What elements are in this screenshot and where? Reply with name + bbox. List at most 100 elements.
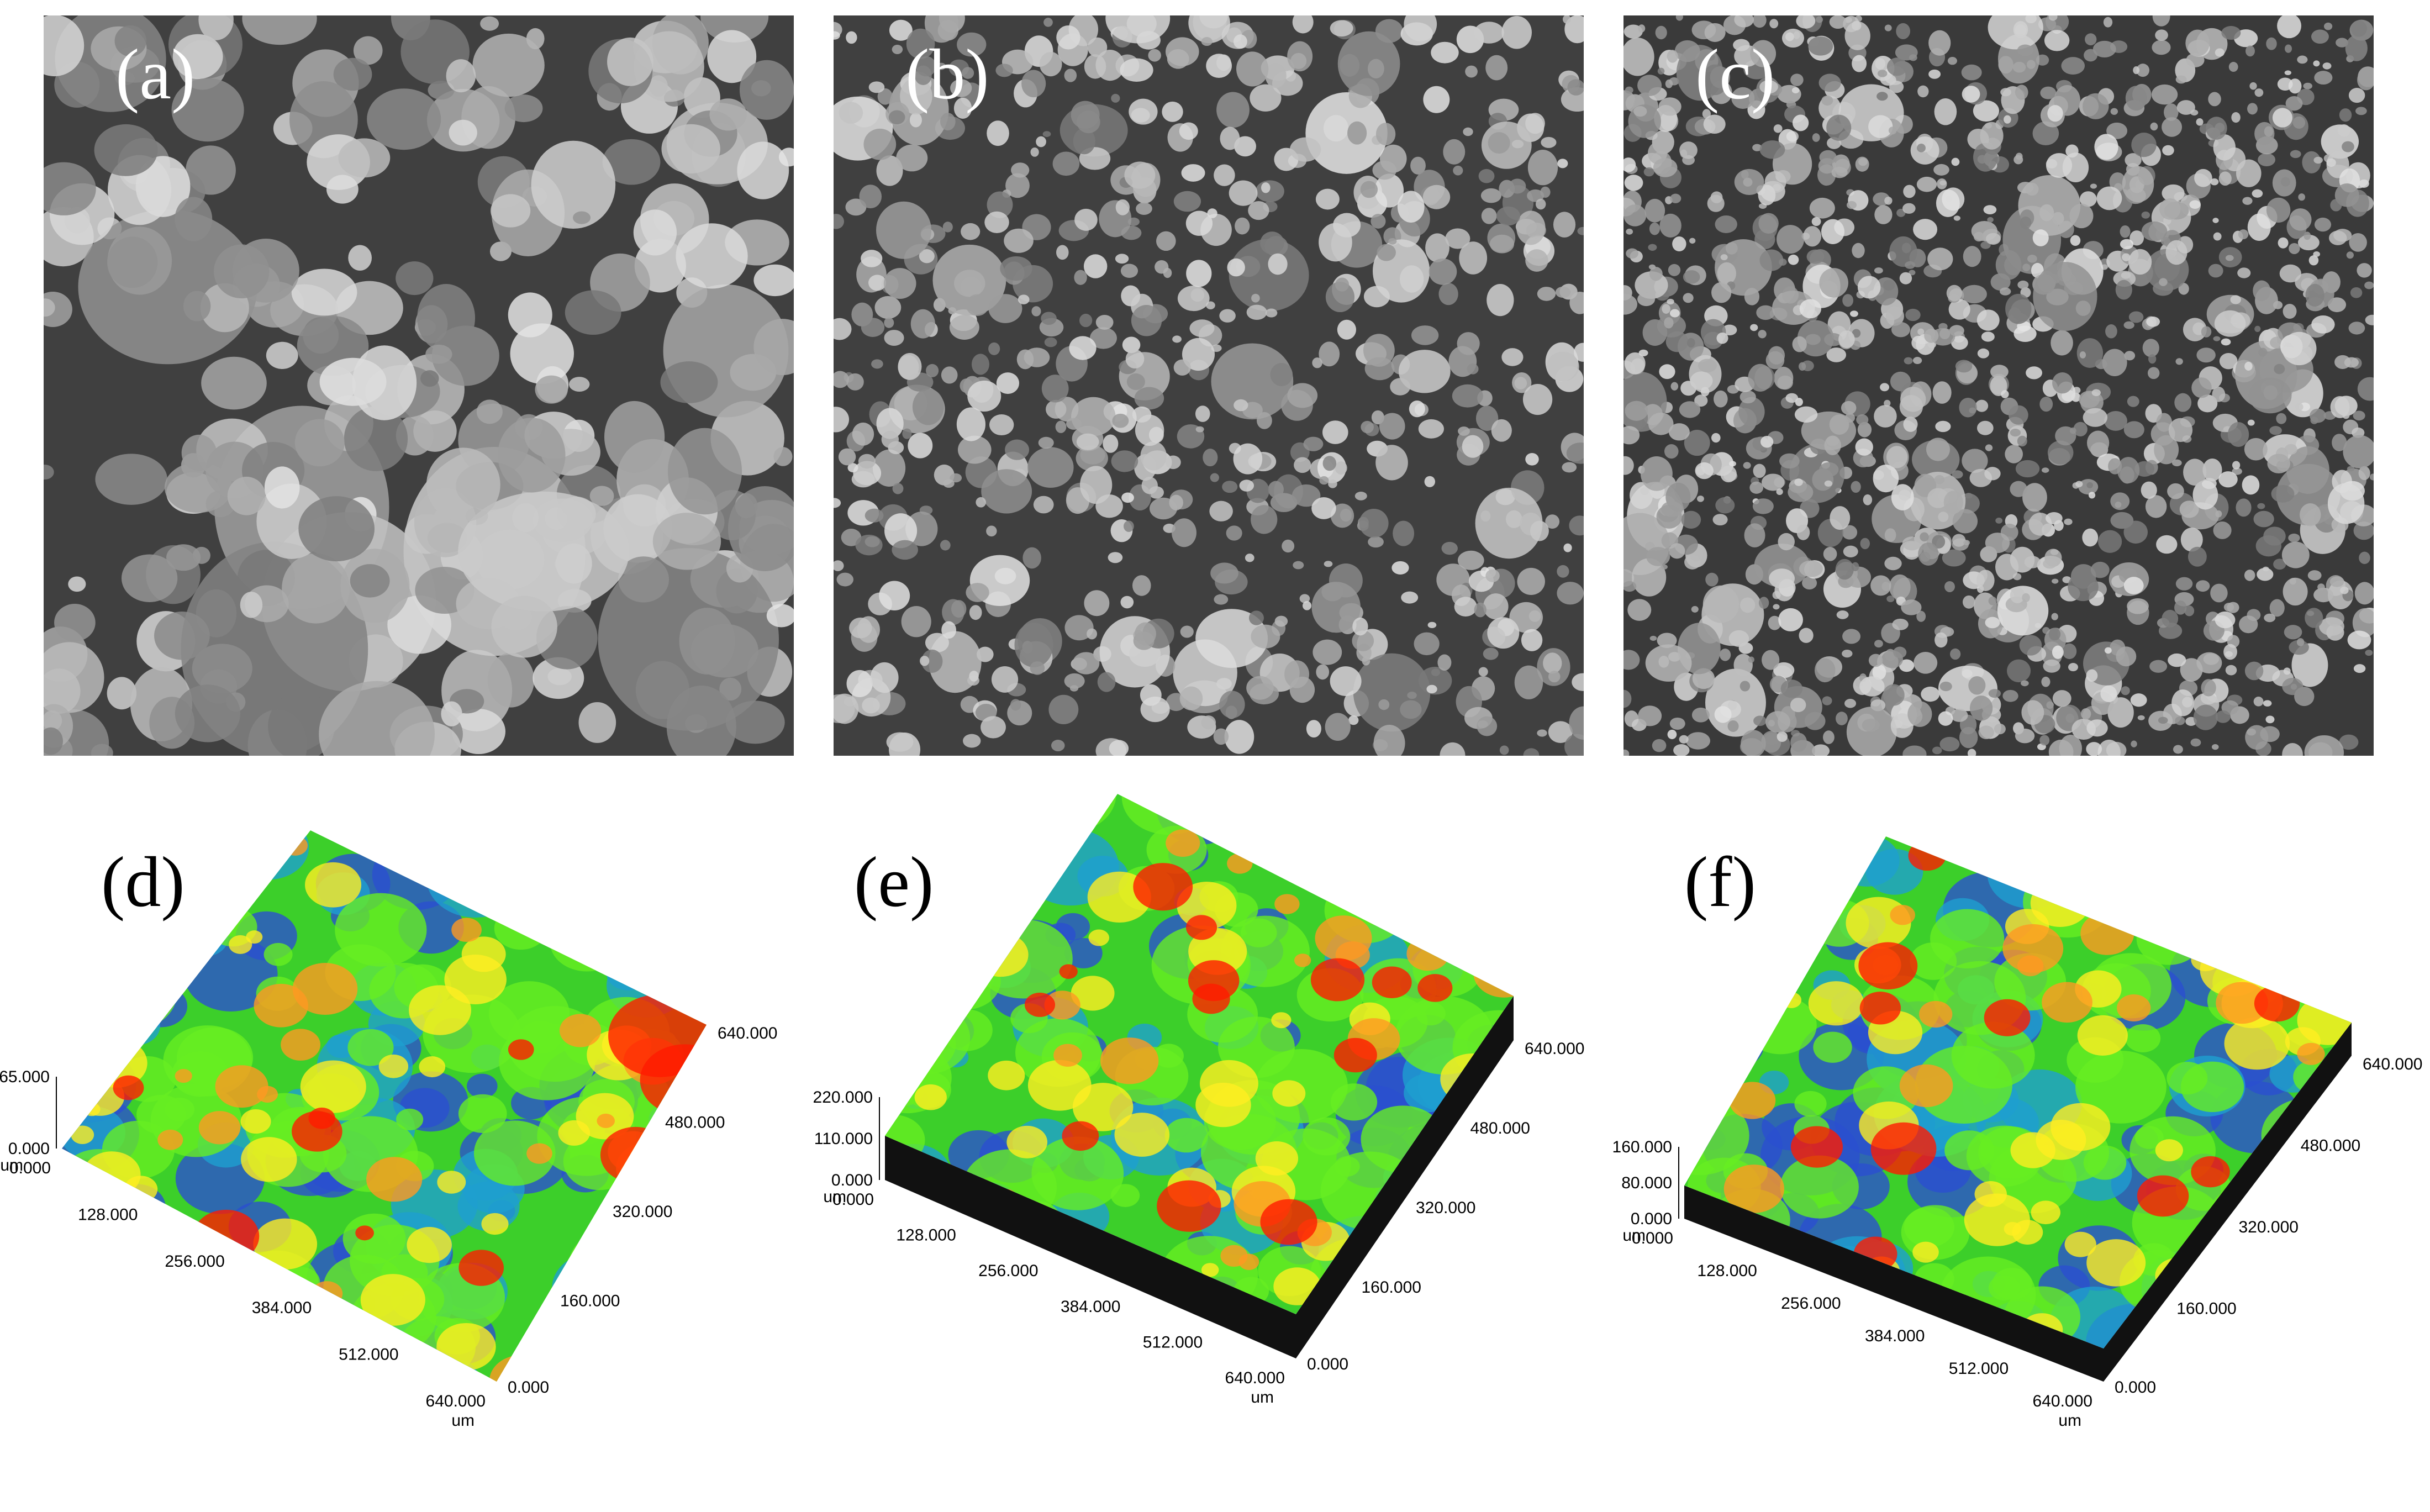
particle [1769,568,1795,589]
particle [2010,587,2025,603]
particle [1236,51,1269,87]
particle [604,401,665,473]
particle [2295,403,2304,411]
y-tick-label: 160.000 [1362,1278,1421,1297]
particle [1363,286,1390,308]
particle [1955,360,1973,373]
particle [1884,399,1891,407]
particle [1347,121,1367,145]
particle [1916,176,1937,192]
surface-region [552,1252,641,1324]
surface-region [473,1120,556,1186]
particle [2052,690,2071,707]
z-tick-label: 160.000 [1612,1138,1672,1156]
particle [1079,313,1093,328]
particle [1141,477,1158,494]
sem-image [1623,15,2374,756]
particle [1976,420,1994,435]
surface-region [73,999,127,1042]
particle [1056,245,1069,260]
particle [1181,164,1205,182]
particle [1791,87,1800,94]
particle [1443,139,1466,165]
particle [350,564,390,598]
particle [1716,332,1728,344]
particle [1004,228,1034,253]
particle [2313,156,2323,164]
particle [2024,556,2041,568]
particle [452,709,505,755]
surface-region [903,940,989,1009]
surface-region [1062,1121,1099,1151]
panel-label: (e) [854,842,934,922]
particle [1557,582,1584,605]
particle [291,268,357,316]
particle [834,31,840,40]
particle [1710,66,1731,88]
particle [1788,482,1814,502]
particle [2148,354,2157,364]
particle [836,572,853,587]
particle [531,140,616,229]
particle [472,33,545,97]
surface-region [1310,831,1362,872]
particle [2175,75,2187,84]
particle [1423,86,1450,113]
particle [941,621,956,639]
panel-label: (d) [101,842,185,922]
particle [1868,654,1883,667]
particle [969,605,982,620]
particle [932,244,1006,316]
particle [953,97,972,119]
particle [871,359,883,369]
y-tick-label: 320.000 [1416,1199,1475,1217]
surface-region [637,1272,705,1326]
surface-region [407,1226,452,1263]
panel-label: (f) [1684,842,1756,922]
particle [1973,100,1999,122]
particle [846,373,864,391]
particle [1337,31,1400,96]
particle [1268,253,1288,275]
surface-region [360,1274,425,1326]
y-tick-label: 640.000 [2363,1055,2422,1073]
particle [2173,745,2183,754]
surface-region [665,912,707,947]
particle [1774,366,1794,389]
surface-region [83,1151,141,1198]
particle [1322,420,1348,444]
particle [2048,739,2074,756]
particle [2022,483,2047,512]
particle [1753,463,1766,478]
particle [1661,501,1683,517]
particle [2047,105,2063,122]
particle [1753,715,1767,726]
particle [920,656,930,666]
particle [2084,49,2098,62]
particle [1819,268,1848,298]
particle [1674,40,1700,62]
surface-region [559,1014,602,1047]
particle [834,560,844,571]
particle [1985,233,2001,245]
surface-region [608,994,707,1077]
particle [1353,653,1431,732]
particle [1084,590,1110,617]
surface-region [246,930,263,944]
surface-region [2237,1295,2323,1348]
particle [1649,222,1660,235]
particle [2348,322,2365,335]
surface-region [257,1086,278,1103]
particle [676,223,748,289]
surface-region [651,852,707,915]
particle [1826,114,1852,141]
surface-region [2051,1103,2111,1151]
particle [2041,676,2051,687]
particle [1811,217,1821,226]
particle [2314,71,2333,85]
particle [2039,397,2053,412]
surface-region [1193,794,1270,846]
particle [2158,717,2168,724]
particle [1426,684,1437,694]
particle [491,596,557,658]
